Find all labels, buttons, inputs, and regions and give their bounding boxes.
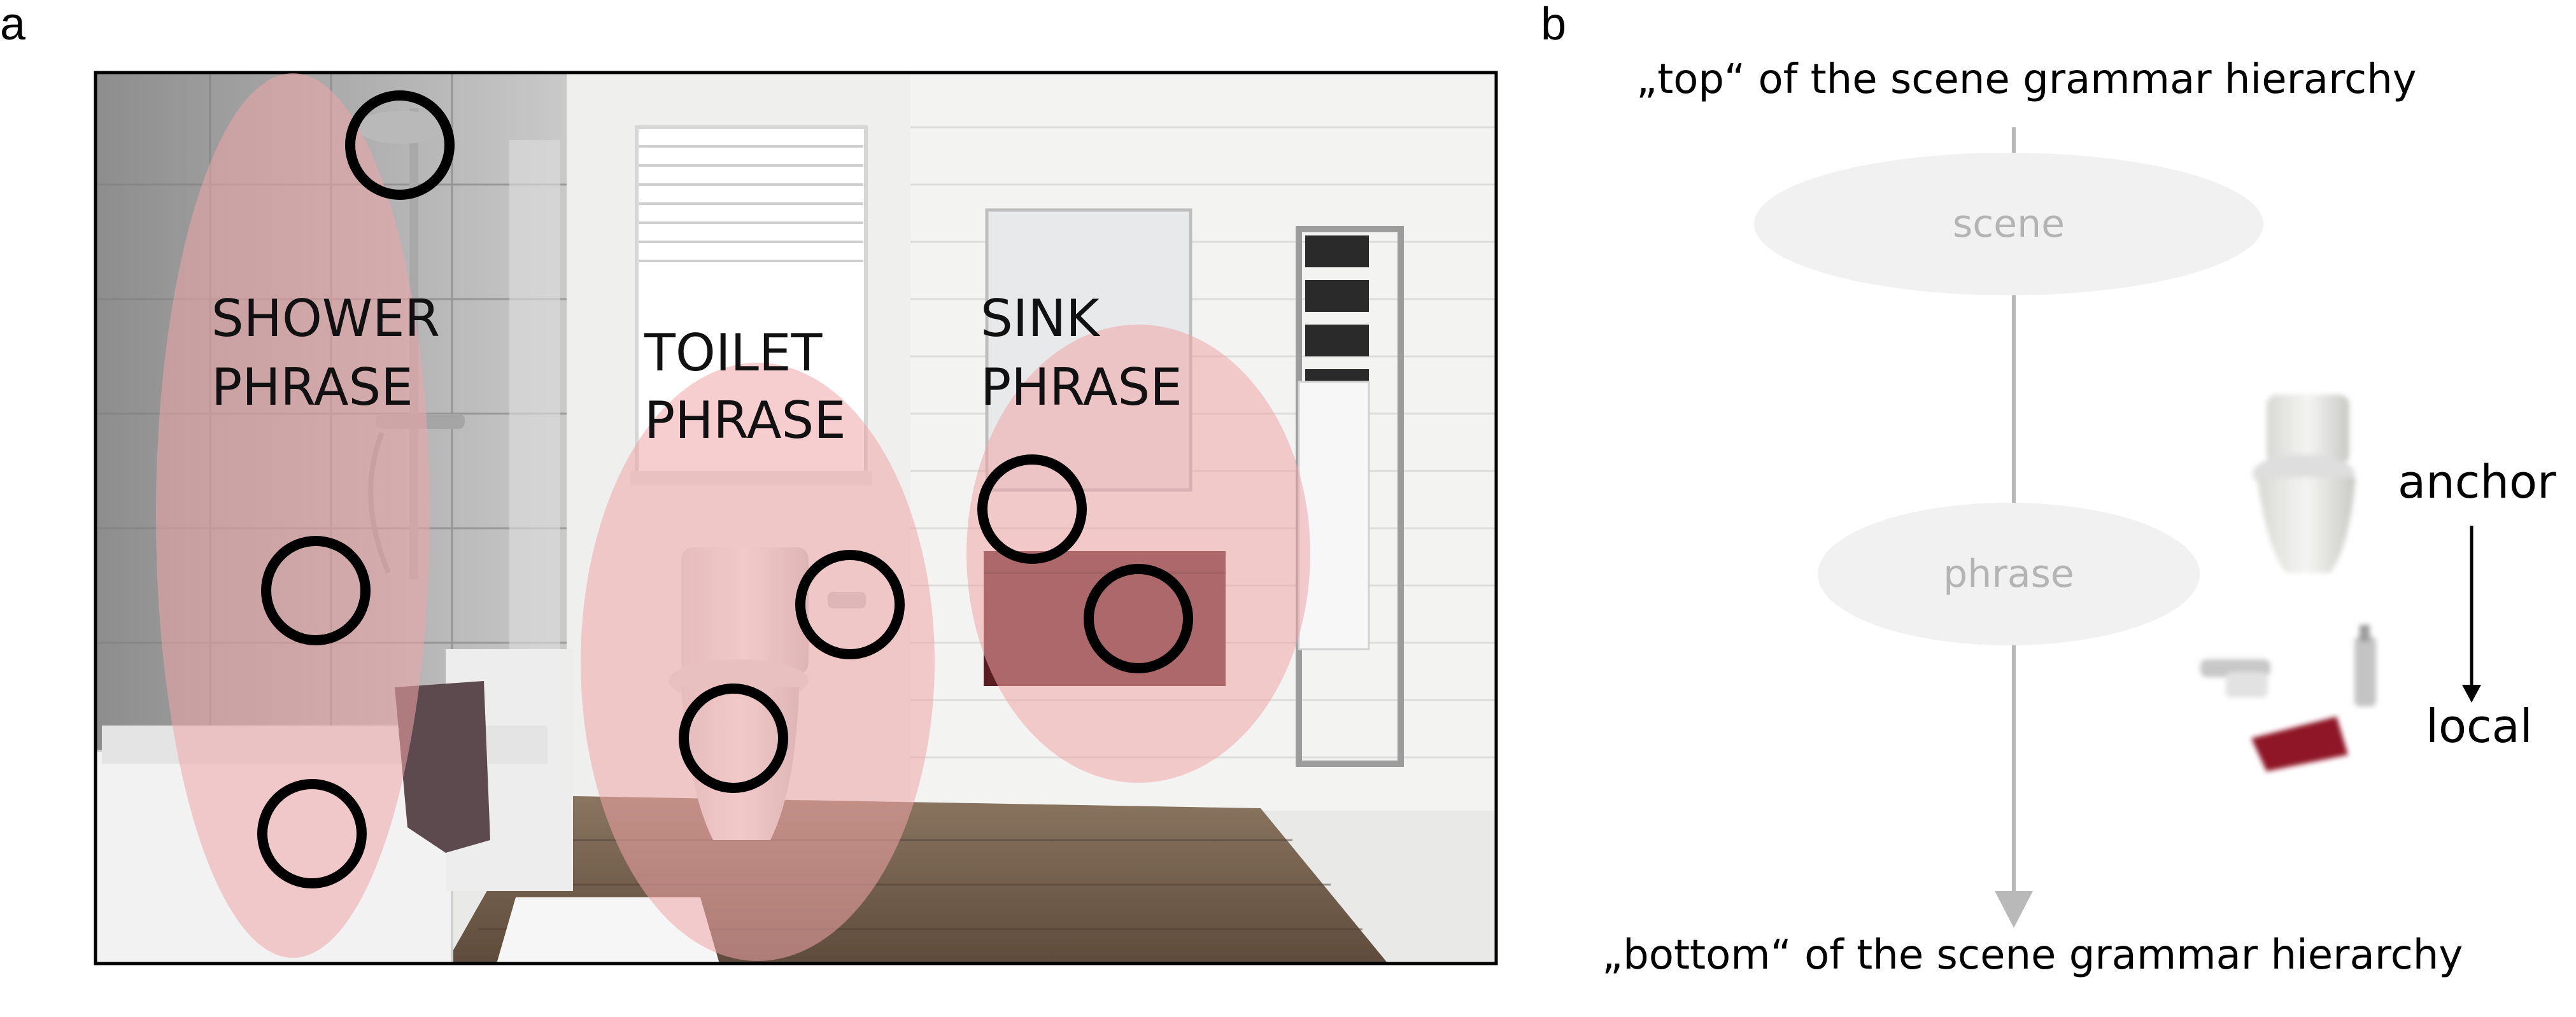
- panel-b-label: b: [1541, 0, 1566, 50]
- anchor-toilet-image: [2253, 395, 2356, 573]
- toilet-phrase-line2: PHRASE: [644, 391, 846, 450]
- phrase-node-label: phrase: [1943, 552, 2074, 596]
- sink-phrase-line1: SINK: [980, 289, 1101, 348]
- bathtub-circle: [257, 779, 367, 888]
- toilet-phrase-region: [581, 363, 935, 961]
- toiletries-circle: [261, 536, 371, 645]
- top-of-hierarchy-text: „top“ of the scene grammar hierarchy: [1636, 56, 2417, 103]
- anchor-label: anchor: [2398, 455, 2556, 508]
- scene-node-label: scene: [1953, 202, 2065, 246]
- bottom-of-hierarchy-text: „bottom“ of the scene grammar hierarchy: [1602, 932, 2463, 979]
- cabinet-circle: [1084, 564, 1193, 673]
- shower-head-circle: [345, 90, 455, 200]
- phrase-node: [1818, 503, 2200, 645]
- local-objects: [2200, 625, 2376, 771]
- toilet-roll-circle: [795, 550, 905, 659]
- towel-radiator: [1296, 226, 1404, 767]
- anchor-to-local-arrow-head: [2462, 685, 2481, 703]
- sink-phrase-line2: PHRASE: [980, 358, 1182, 417]
- shower-phrase-line2: PHRASE: [211, 358, 413, 417]
- scene-node: [1754, 153, 2263, 295]
- local-label: local: [2426, 699, 2533, 753]
- shower-phrase-line1: SHOWER: [211, 289, 440, 348]
- panel-a-label: a: [0, 0, 26, 50]
- hierarchy-arrow-head: [1995, 891, 2033, 928]
- sink-tap-circle: [977, 454, 1087, 564]
- toilet-brush-image: [2354, 625, 2376, 706]
- toilet-phrase-line1: TOILET: [644, 323, 823, 382]
- toilet-seat-circle: [679, 684, 788, 793]
- object-circles: [257, 90, 1193, 888]
- toilet-roll-holder-image: [2200, 659, 2270, 698]
- phrase-overlays: [156, 73, 1310, 961]
- sink-phrase-region: [966, 325, 1310, 783]
- shower-phrase-region: [156, 73, 430, 958]
- bath-mat-image: [2251, 717, 2348, 771]
